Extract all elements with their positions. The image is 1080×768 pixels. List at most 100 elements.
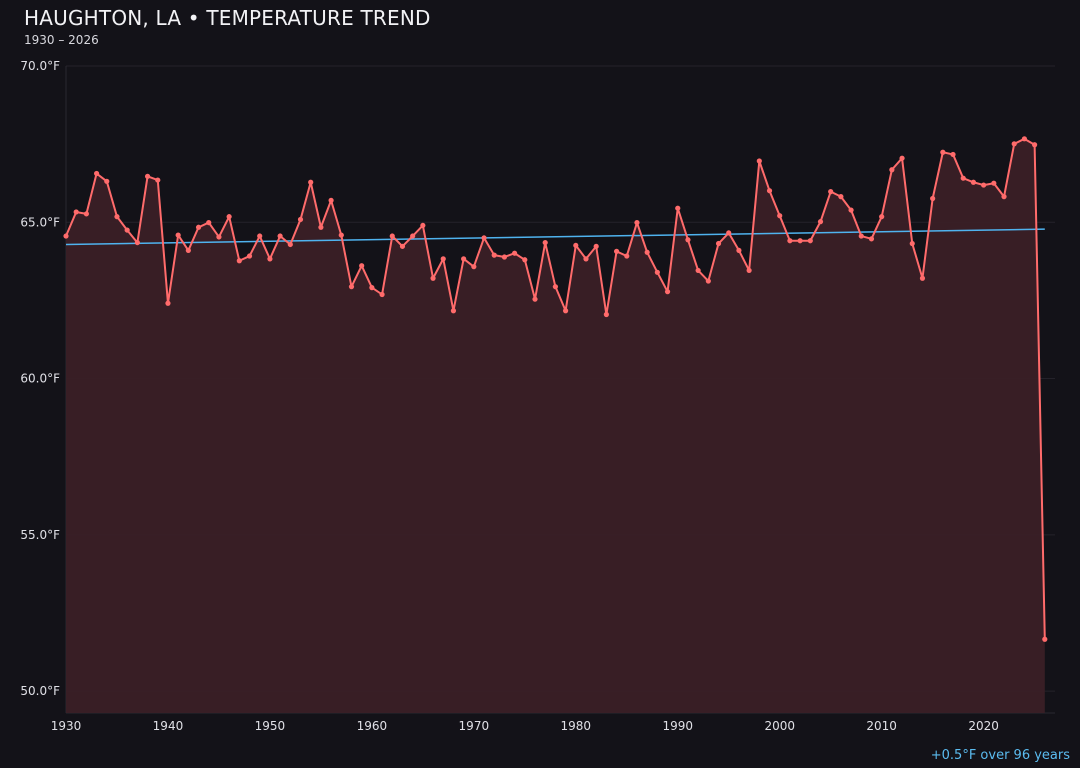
data-point xyxy=(960,175,966,181)
data-point xyxy=(675,205,681,211)
data-point xyxy=(522,257,528,263)
data-point xyxy=(491,252,497,258)
data-point xyxy=(1001,194,1007,200)
y-tick-label: 60.0°F xyxy=(20,372,60,386)
data-point xyxy=(573,242,579,249)
data-point xyxy=(950,151,956,158)
data-point xyxy=(1021,136,1028,142)
data-point xyxy=(399,243,406,249)
data-point xyxy=(695,267,701,274)
data-point xyxy=(359,263,365,269)
data-point xyxy=(817,219,824,225)
data-point xyxy=(991,180,997,186)
data-point xyxy=(889,167,895,173)
data-point xyxy=(410,233,416,239)
data-point xyxy=(858,233,864,239)
x-tick-label: 1990 xyxy=(662,719,693,733)
x-tick-label: 1980 xyxy=(561,719,592,733)
data-point xyxy=(542,239,548,246)
data-point xyxy=(308,179,314,185)
data-point xyxy=(583,256,589,262)
data-point xyxy=(940,149,946,155)
data-point xyxy=(828,189,834,195)
data-point xyxy=(868,236,875,242)
data-point xyxy=(930,195,936,202)
data-point xyxy=(338,232,344,238)
x-tick-label: 1930 xyxy=(51,719,82,733)
data-point xyxy=(369,285,375,291)
data-point xyxy=(685,237,691,243)
data-point xyxy=(430,275,436,281)
data-point xyxy=(777,213,783,219)
data-point xyxy=(593,243,599,249)
data-point xyxy=(257,233,263,239)
data-point xyxy=(471,264,477,270)
trend-summary: +0.5°F over 96 years xyxy=(930,748,1070,763)
data-point xyxy=(226,214,232,220)
x-tick-label: 1950 xyxy=(255,719,286,733)
data-point xyxy=(104,178,110,184)
chart-title: HAUGHTON, LA • TEMPERATURE TREND xyxy=(24,6,431,30)
x-tick-label: 2010 xyxy=(866,719,897,733)
data-point xyxy=(797,238,803,244)
x-tick-label: 2000 xyxy=(764,719,795,733)
data-point xyxy=(246,253,253,259)
data-point xyxy=(450,308,457,314)
y-tick-label: 50.0°F xyxy=(20,684,60,698)
data-point xyxy=(726,230,732,236)
data-point xyxy=(1011,141,1017,147)
x-tick-label: 1960 xyxy=(357,719,388,733)
chart-subtitle: 1930 – 2026 xyxy=(24,33,99,47)
data-point xyxy=(216,234,222,240)
data-point xyxy=(736,247,742,254)
data-point xyxy=(552,284,559,290)
data-point xyxy=(634,219,640,226)
data-point xyxy=(155,177,161,183)
data-point xyxy=(318,224,324,230)
data-point xyxy=(624,253,630,259)
data-point xyxy=(512,250,518,256)
data-point xyxy=(654,269,660,275)
data-point xyxy=(603,311,609,318)
data-point xyxy=(114,214,120,220)
data-point xyxy=(1032,142,1038,148)
data-point xyxy=(481,235,487,241)
data-point xyxy=(348,284,355,290)
data-point xyxy=(879,214,885,220)
data-point xyxy=(644,249,650,255)
data-point xyxy=(206,219,212,226)
data-point xyxy=(919,275,926,281)
data-point xyxy=(981,182,987,188)
data-point xyxy=(328,197,334,204)
data-point xyxy=(277,233,283,239)
data-point xyxy=(93,170,100,177)
data-point xyxy=(134,239,140,246)
data-point xyxy=(613,248,620,254)
data-point xyxy=(420,222,426,229)
data-point xyxy=(144,173,151,179)
y-tick-label: 65.0°F xyxy=(20,215,60,229)
x-tick-label: 2020 xyxy=(968,719,999,733)
data-point xyxy=(83,211,89,217)
data-point xyxy=(715,240,722,247)
y-tick-label: 55.0°F xyxy=(20,528,60,542)
data-point xyxy=(664,289,671,295)
data-point xyxy=(461,256,467,262)
data-point xyxy=(440,256,446,262)
data-point xyxy=(287,241,293,248)
data-point xyxy=(746,267,752,274)
data-point xyxy=(63,233,69,239)
data-point xyxy=(807,238,813,244)
x-tick-label: 1940 xyxy=(153,719,184,733)
data-point xyxy=(756,158,762,164)
data-point xyxy=(124,227,130,233)
data-point xyxy=(379,291,385,298)
data-point xyxy=(195,224,202,230)
data-point xyxy=(970,179,977,185)
data-point xyxy=(909,240,915,247)
data-point xyxy=(1042,636,1048,642)
trend-line xyxy=(65,228,1045,246)
data-point xyxy=(501,254,508,260)
data-point xyxy=(185,247,191,254)
